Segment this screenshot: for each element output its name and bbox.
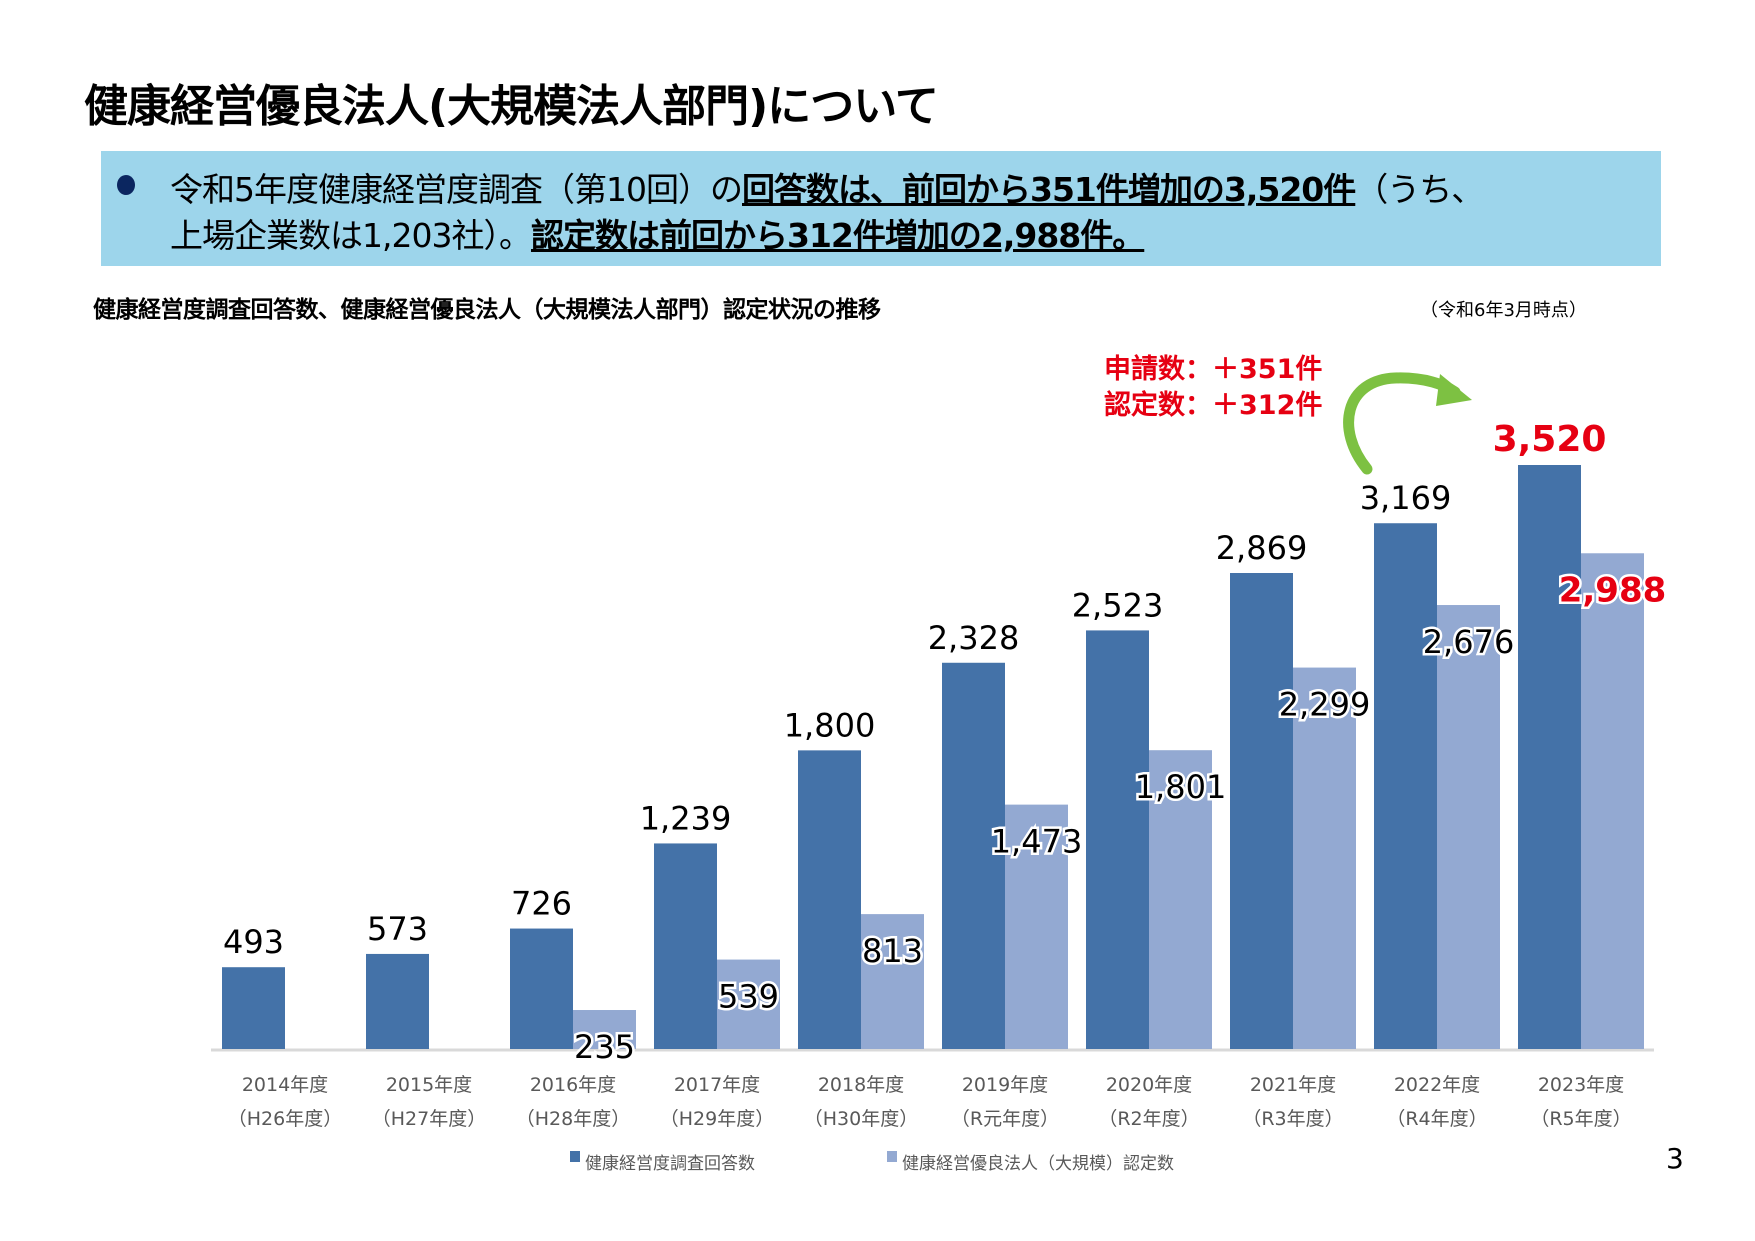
bar-responses [1086, 630, 1149, 1049]
summary-highlight: 認定数は前回から312件増加の2,988件。 [530, 216, 1145, 255]
x-tick-sublabel: （R2年度） [1098, 1108, 1199, 1130]
summary-line-2: 上場企業数は1,203社）。認定数は前回から312件増加の2,988件。 [170, 209, 1145, 257]
arrow-head-icon [1436, 374, 1472, 406]
summary-highlight: 回答数は、前回から351件増加の3,520件 [742, 170, 1356, 209]
x-tick-sublabel: （H27年度） [372, 1108, 486, 1130]
x-tick-label: 2019年度 [962, 1074, 1048, 1096]
summary-text: （うち、 [1355, 170, 1484, 209]
x-tick-label: 2023年度 [1538, 1074, 1624, 1096]
legend-swatch-certified [887, 1151, 897, 1162]
bar-certified [1581, 553, 1644, 1049]
bar-certified [717, 959, 780, 1049]
bar-responses [222, 967, 285, 1049]
data-label-responses: 2,523 [1072, 586, 1164, 624]
x-tick-label: 2021年度 [1250, 1074, 1336, 1096]
increase-annotation: 申請数：＋351件 認定数：＋312件 [1104, 352, 1322, 424]
x-tick-label: 2016年度 [530, 1074, 616, 1096]
x-tick-label: 2015年度 [386, 1074, 472, 1096]
bar-responses [1230, 573, 1293, 1049]
data-label-certified: 813 [862, 932, 923, 970]
curved-arrow-icon [1343, 372, 1461, 475]
data-label-responses: 573 [367, 910, 428, 948]
annotation-certified: 認定数：＋312件 [1104, 390, 1323, 421]
x-tick-sublabel: （R4年度） [1386, 1108, 1487, 1130]
annotation-applications: 申請数：＋351件 [1104, 354, 1323, 385]
bar-responses [1374, 523, 1437, 1049]
data-label-responses: 493 [223, 923, 284, 961]
bar-responses [798, 750, 861, 1049]
bar-responses [366, 953, 429, 1049]
data-label-certified: 1,473 [991, 823, 1083, 861]
summary-text: 上場企業数は1,203社）。 [170, 216, 532, 255]
legend-swatch-responses [570, 1151, 580, 1162]
x-tick-sublabel: （H29年度） [660, 1108, 774, 1130]
legend-label-responses: 健康経営度調査回答数 [585, 1154, 755, 1174]
x-tick-label: 2018年度 [818, 1074, 904, 1096]
as-of-date: （令和6年3月時点） [1420, 300, 1587, 321]
data-label-responses: 1,800 [784, 706, 876, 744]
data-label-certified: 2,988 [1559, 570, 1667, 610]
page-title: 健康経営優良法人(大規模法人部門)について [84, 81, 939, 132]
x-tick-sublabel: （H28年度） [516, 1108, 630, 1130]
data-label-responses: 2,328 [928, 619, 1020, 657]
summary-box: 令和5年度健康経営度調査（第10回）の回答数は、前回から351件増加の3,520… [101, 151, 1661, 266]
x-tick-label: 2020年度 [1106, 1074, 1192, 1096]
chart-title: 健康経営度調査回答数、健康経営優良法人（大規模法人部門）認定状況の推移 [93, 297, 881, 323]
x-tick-label: 2017年度 [674, 1074, 760, 1096]
page-number: 3 [1666, 1142, 1684, 1175]
bar-certified [1149, 750, 1212, 1049]
data-label-certified: 539 [718, 978, 779, 1016]
data-label-responses: 726 [511, 885, 572, 923]
legend-label-certified: 健康経営優良法人（大規模）認定数 [902, 1154, 1174, 1174]
bar-certified [573, 1010, 636, 1049]
bullet-icon [117, 175, 135, 195]
x-tick-label: 2022年度 [1394, 1074, 1480, 1096]
bar-certified [1437, 605, 1500, 1049]
data-label-certified: 235 [574, 1028, 635, 1066]
x-tick-sublabel: （H30年度） [804, 1108, 918, 1130]
data-label-certified: 2,676 [1423, 623, 1515, 661]
x-tick-sublabel: （R元年度） [951, 1108, 1059, 1130]
summary-line-1: 令和5年度健康経営度調査（第10回）の回答数は、前回から351件増加の3,520… [170, 163, 1484, 211]
data-label-certified: 2,299 [1279, 686, 1371, 724]
data-label-certified: 1,801 [1135, 768, 1227, 806]
bar-responses [942, 662, 1005, 1049]
x-tick-label: 2014年度 [242, 1074, 328, 1096]
bar-certified [1005, 804, 1068, 1049]
x-tick-sublabel: （R5年度） [1530, 1108, 1631, 1130]
data-label-responses: 3,169 [1360, 479, 1452, 517]
x-tick-sublabel: （H26年度） [228, 1108, 342, 1130]
data-label-responses: 1,239 [640, 799, 732, 837]
bar-certified [861, 914, 924, 1049]
data-label-responses: 3,520 [1493, 419, 1607, 460]
bar-responses [654, 843, 717, 1049]
x-tick-sublabel: （R3年度） [1242, 1108, 1343, 1130]
summary-text: 令和5年度健康経営度調査（第10回）の [170, 170, 743, 209]
bar-certified [1293, 667, 1356, 1049]
data-label-responses: 2,869 [1216, 529, 1308, 567]
bar-responses [1518, 465, 1581, 1049]
bar-responses [510, 928, 573, 1049]
